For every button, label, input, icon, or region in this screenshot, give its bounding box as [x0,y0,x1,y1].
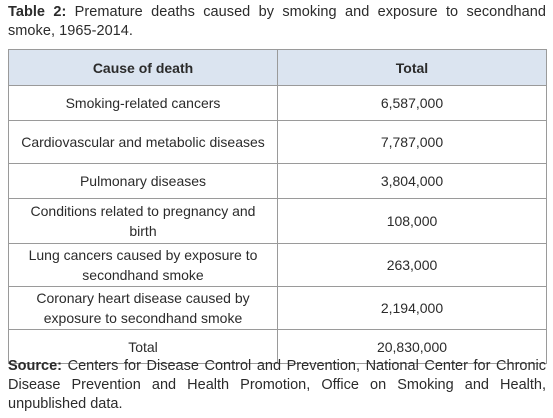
cell-total: 6,587,000 [277,85,547,121]
table-row: Smoking-related cancers 6,587,000 [8,85,547,121]
table-row: Pulmonary diseases 3,804,000 [8,163,547,199]
header-cause: Cause of death [8,49,278,86]
table-header-row: Cause of death Total [8,49,547,86]
cell-total: 108,000 [277,198,547,244]
cell-cause: Smoking-related cancers [8,85,278,121]
cell-cause: Cardiovascular and metabolic diseases [8,120,278,164]
cell-cause: Pulmonary diseases [8,163,278,199]
caption-text: Premature deaths caused by smoking and e… [8,4,546,39]
source-note: Source: Centers for Disease Control and … [8,357,546,414]
cell-cause: Coronary heart disease caused by exposur… [8,286,278,330]
cell-total: 20,830,000 [277,329,547,364]
table-row: Lung cancers caused by exposure to secon… [8,243,547,287]
deaths-table: Cause of death Total Smoking-related can… [8,49,547,364]
cell-total: 2,194,000 [277,286,547,330]
table-row: Cardiovascular and metabolic diseases 7,… [8,120,547,164]
header-total: Total [277,49,547,86]
caption-label: Table 2: [8,4,67,20]
table-total-row: Total 20,830,000 [8,329,547,364]
cell-total: 7,787,000 [277,120,547,164]
cell-total: 263,000 [277,243,547,287]
source-label: Source: [8,358,62,374]
table-caption: Table 2: Premature deaths caused by smok… [8,3,546,41]
cell-cause: Total [8,329,278,364]
table-row: Coronary heart disease caused by exposur… [8,286,547,330]
cell-total: 3,804,000 [277,163,547,199]
cell-cause: Conditions related to pregnancy and birt… [8,198,278,244]
table-row: Conditions related to pregnancy and birt… [8,198,547,244]
cell-cause: Lung cancers caused by exposure to secon… [8,243,278,287]
source-text: Centers for Disease Control and Preventi… [8,358,546,412]
